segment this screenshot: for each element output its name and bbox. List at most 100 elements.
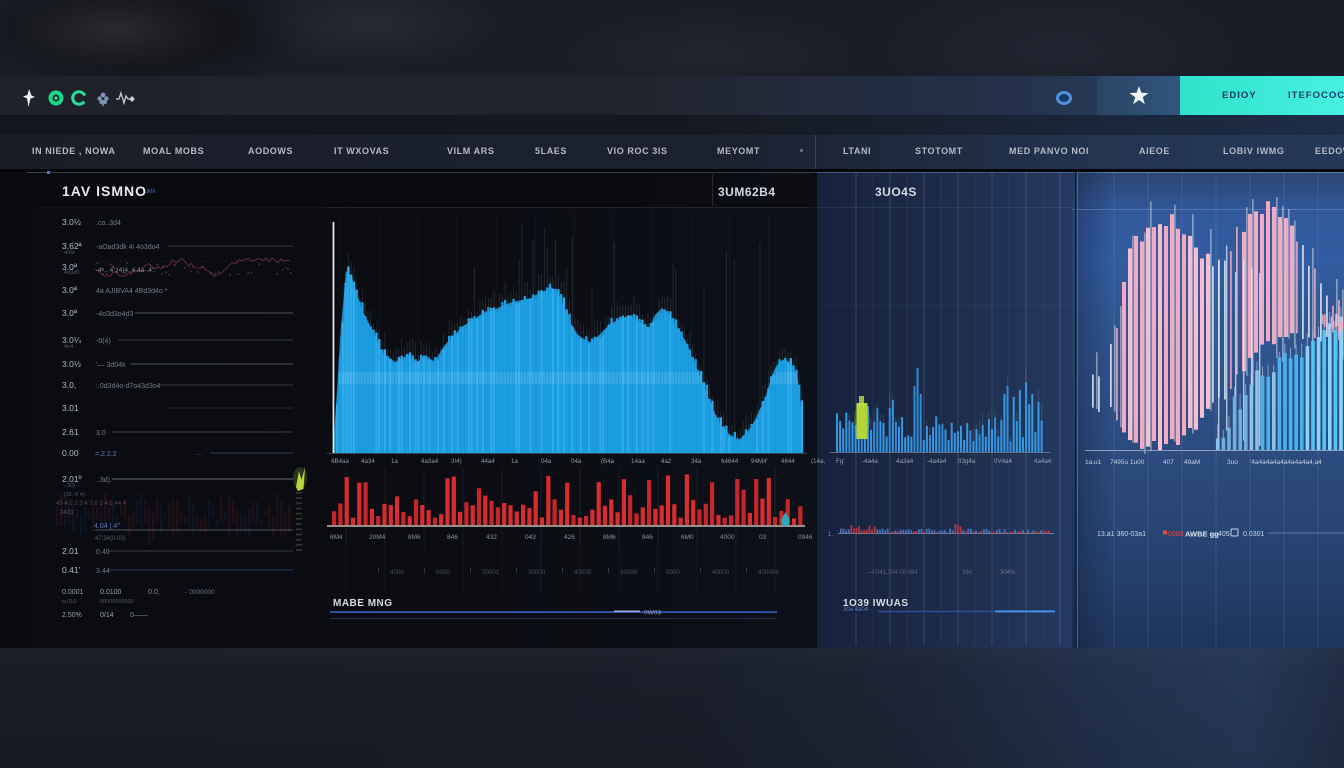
svg-text:0.0001: 0.0001 [62, 589, 84, 596]
svg-text:-4ᵃ.. 4’,(4)4,.4.4a-,4..: -4ᵃ.. 4’,(4)4,.4.4a-,4.. [96, 267, 156, 274]
svg-text:8M6: 8M6 [408, 534, 421, 541]
svg-text:3.0¼: 3.0¼ [62, 335, 82, 345]
svg-text:4a3a4: 4a3a4 [896, 458, 914, 465]
svg-text:..30).: ..30). [64, 483, 77, 489]
svg-text:47.34(0.03): 47.34(0.03) [95, 536, 126, 542]
svg-text:0.0,: 0.0, [148, 589, 160, 596]
svg-text:03: 03 [759, 534, 767, 541]
svg-text:1a: 1a [511, 458, 518, 465]
svg-text:4a2: 4a2 [661, 458, 672, 465]
svg-text:-˙0000000: -˙0000000 [185, 588, 215, 596]
svg-text:4a AJIBVA4 4Bd3d4o *: 4a AJIBVA4 4Bd3d4o * [96, 288, 168, 295]
svg-text:40000: 40000 [574, 569, 592, 576]
svg-text:0W03: 0W03 [644, 610, 661, 617]
svg-text:2.01: 2.01 [62, 546, 79, 556]
svg-text:(B4a: (B4a [601, 458, 615, 465]
svg-text:4000: 4000 [390, 569, 404, 576]
svg-text:2.61: 2.61 [62, 427, 79, 437]
svg-text:Fg': Fg' [836, 458, 844, 465]
svg-text:40000: 40000 [712, 569, 730, 576]
svg-text:64644: 64644 [721, 458, 739, 465]
svg-text:..0d3d4o-d7o43d3o4: ..0d3d4o-d7o43d3o4 [96, 383, 161, 390]
svg-text:4/0d: 4/0d [64, 250, 75, 256]
svg-text:2.50%: 2.50% [62, 612, 82, 619]
svg-text:1a: 1a [391, 458, 398, 465]
svg-text:4a34: 4a34 [361, 458, 375, 465]
svg-text:30000: 30000 [528, 569, 546, 576]
svg-text:0/14: 0/14 [100, 612, 114, 619]
svg-text:1a.u1: 1a.u1 [1085, 459, 1102, 466]
svg-text:..3d).: ..3d). [96, 477, 112, 484]
svg-text:0.40: 0.40 [96, 549, 110, 556]
svg-text:0000: 0000 [666, 569, 680, 576]
svg-text:-0(4): -0(4) [96, 338, 111, 345]
svg-text:.co..3d4: .co..3d4 [96, 220, 121, 227]
svg-text:3.0ª: 3.0ª [62, 308, 78, 318]
svg-text:3433: 3433 [60, 510, 74, 516]
svg-text:-aOad3dk 4i 4o3do4: -aOad3dk 4i 4o3do4 [96, 244, 160, 251]
svg-text:14aa: 14aa [631, 458, 645, 465]
svg-text:4o0d0: 4o0d0 [64, 270, 79, 276]
svg-text:03g4a: 03g4a [958, 458, 976, 465]
svg-text:30a 4a04: 30a 4a04 [843, 607, 869, 613]
svg-text:394: 394 [962, 570, 973, 576]
svg-text:13.a1 360-03a1: 13.a1 360-03a1 [1097, 531, 1146, 538]
svg-text:3.0½: 3.0½ [62, 217, 81, 227]
svg-text:3uo: 3uo [1227, 459, 1238, 466]
svg-text:1.: 1. [828, 532, 833, 538]
svg-text:846: 846 [642, 534, 653, 541]
svg-text:0.0100: 0.0100 [100, 589, 122, 596]
svg-text:3.0: 3.0 [96, 430, 106, 437]
svg-text:49aM: 49aM [1184, 459, 1200, 466]
svg-text:'4a4a4a4a4a4a4a4a4,a4: '4a4a4a4a4a4a4a4a4,a4 [1250, 459, 1322, 466]
svg-text:w.010: w.010 [61, 599, 76, 605]
svg-text:(14a,: (14a, [811, 458, 825, 465]
svg-text:304%: 304% [1000, 570, 1016, 576]
svg-text:-4a4a: -4a4a [862, 458, 878, 465]
svg-text:34a: 34a [691, 458, 702, 465]
svg-text:407: 407 [1163, 459, 1174, 466]
svg-text:20M4: 20M4 [369, 534, 386, 541]
svg-text:3.0½: 3.0½ [62, 359, 81, 369]
svg-text:0946: 0946 [798, 534, 813, 541]
svg-text:4o4: 4o4 [64, 344, 73, 350]
svg-text:94M4': 94M4' [751, 458, 768, 465]
svg-text:-4a4a4: -4a4a4 [927, 458, 947, 465]
svg-text:846: 846 [447, 534, 458, 541]
svg-text:04a: 04a [541, 458, 552, 465]
svg-text:8M6: 8M6 [603, 534, 616, 541]
svg-text:...: ... [196, 451, 201, 457]
svg-text:=.2.2.2: =.2.2.2 [95, 451, 117, 458]
svg-text:0.41’: 0.41’ [62, 565, 81, 575]
svg-text:4B4aa: 4B4aa [331, 458, 349, 465]
svg-text:2.01º: 2.01º [62, 474, 82, 484]
svg-text:3.62ª: 3.62ª [62, 241, 83, 251]
svg-text:--4.041,304.00 494: --4.041,304.00 494 [867, 570, 918, 576]
svg-text:’— 3d04k: ’— 3d04k [96, 362, 126, 369]
svg-text:4a4a4: 4a4a4 [1034, 458, 1052, 465]
svg-text:(31,-0 4): (31,-0 4) [64, 492, 85, 498]
svg-text:400004: 400004 [758, 569, 779, 576]
svg-text:405: 405 [1218, 531, 1230, 538]
svg-text:6M0: 6M0 [681, 534, 694, 541]
svg-text:043: 043 [525, 534, 536, 541]
svg-text:6M4: 6M4 [330, 534, 343, 541]
svg-text:4a3a4: 4a3a4 [421, 458, 439, 465]
svg-text:3.0ª: 3.0ª [62, 285, 78, 295]
svg-text:0.00: 0.00 [62, 448, 79, 458]
svg-text:-4o3d3o4d3: -4o3d3o4d3 [96, 311, 133, 318]
svg-text:AWBE gg: AWBE gg [1185, 530, 1219, 539]
svg-text:7495u 1u00: 7495u 1u00 [1110, 459, 1145, 466]
svg-text:426: 426 [564, 534, 575, 541]
svg-text:4000: 4000 [720, 534, 735, 541]
svg-text:0000: 0000 [436, 569, 450, 576]
svg-text:43 4 2 2 3 4 7 8 3 4 1 44 4: 43 4 2 2 3 4 7 8 3 4 1 44 4 [56, 501, 127, 507]
svg-text:3!4): 3!4) [451, 458, 462, 465]
svg-text:4.04 | 4^: 4.04 | 4^ [94, 523, 121, 530]
svg-text:4644: 4644 [781, 458, 795, 465]
svg-text:30000: 30000 [620, 569, 638, 576]
svg-text:3.44: 3.44 [96, 568, 110, 575]
svg-text:0——: 0—— [130, 612, 148, 619]
svg-text:3.01: 3.01 [62, 403, 79, 413]
svg-text:00000000000: 00000000000 [100, 599, 134, 605]
